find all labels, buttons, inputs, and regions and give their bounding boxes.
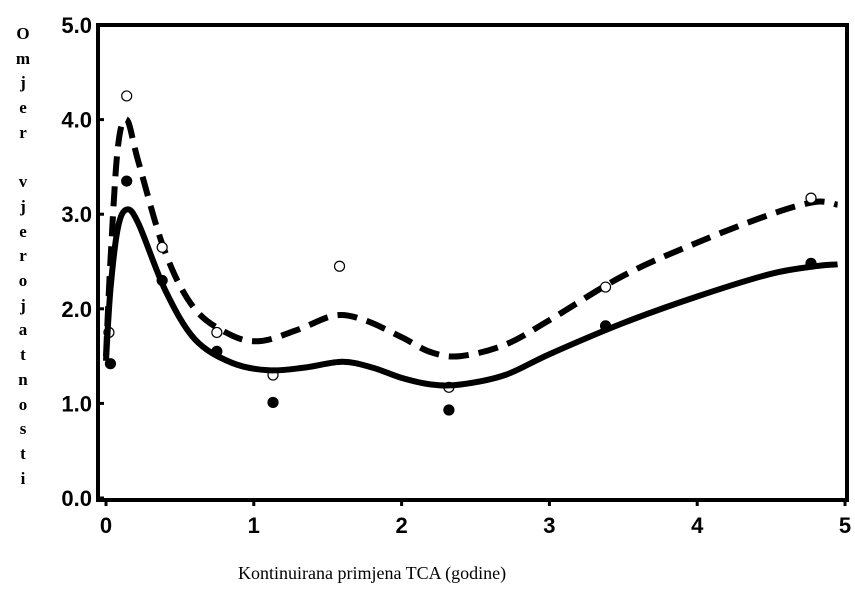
open-data-point xyxy=(805,192,817,204)
open-data-point xyxy=(599,281,612,293)
plot-frame xyxy=(96,23,849,502)
y-tick-label: 4.0 xyxy=(61,108,92,133)
y-axis-label-letter xyxy=(8,146,38,171)
solid-series-line xyxy=(103,206,838,389)
filled-data-point xyxy=(156,274,168,287)
y-axis-label-letter: e xyxy=(19,221,27,241)
x-axis-label: Kontinuirana primjena TCA (godine) xyxy=(238,563,507,583)
y-axis-label-letter: i xyxy=(20,468,26,488)
y-axis-label-letter: e xyxy=(19,98,27,118)
y-axis-label-letter: o xyxy=(18,271,28,291)
y-tick-label: 0.0 xyxy=(61,486,92,511)
filled-data-point xyxy=(267,396,279,409)
y-axis-label-letter: r xyxy=(19,246,27,266)
y-axis-label-letter: O xyxy=(16,24,30,43)
y-tick-label: 5.0 xyxy=(61,13,92,38)
y-axis-label-letter: t xyxy=(20,345,26,365)
filled-data-point xyxy=(104,358,117,370)
open-data-point xyxy=(211,326,223,339)
y-axis-label-letter: o xyxy=(18,394,28,414)
y-tick-label: 1.0 xyxy=(61,391,92,416)
filled-data-point xyxy=(211,345,223,357)
open-data-point xyxy=(333,260,346,272)
x-tick-label: 1 xyxy=(248,513,260,538)
x-tick-label: 2 xyxy=(395,513,407,538)
y-axis-label-letter: s xyxy=(19,419,27,439)
filled-data-point xyxy=(599,320,612,332)
y-tick-label: 3.0 xyxy=(61,202,92,227)
dashed-series-line xyxy=(103,116,839,360)
y-axis-label-letter: n xyxy=(18,369,28,389)
y-axis-label-letter: v xyxy=(18,172,28,192)
x-tick-label: 3 xyxy=(543,513,555,538)
y-axis-label-letter: m xyxy=(15,48,31,68)
open-data-point xyxy=(156,241,168,253)
y-axis-label-letter: t xyxy=(20,443,26,463)
filled-data-point xyxy=(805,257,817,269)
y-axis-label-letter: j xyxy=(20,73,26,93)
y-axis-label-letter: j xyxy=(20,295,26,315)
filled-data-point xyxy=(443,404,455,416)
y-tick-label: 2.0 xyxy=(61,297,92,322)
series-layer xyxy=(103,90,839,416)
y-axis-label-letter: j xyxy=(20,196,26,216)
ticks: 0.0 1.0 2.0 3.0 4.0 5.0 0 1 2 3 4 5 xyxy=(61,13,851,538)
open-data-point xyxy=(121,90,133,102)
y-axis-label-letter: r xyxy=(19,122,27,142)
x-tick-label: 4 xyxy=(691,513,704,538)
filled-data-point xyxy=(121,175,133,187)
y-axis-label-letter: a xyxy=(18,320,28,340)
x-tick-label: 5 xyxy=(839,513,851,538)
x-tick-label: 0 xyxy=(100,513,112,538)
